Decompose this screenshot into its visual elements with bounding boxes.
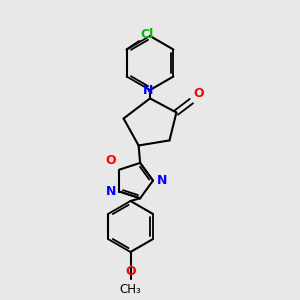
- Text: O: O: [105, 154, 116, 167]
- Text: N: N: [157, 174, 167, 187]
- Text: N: N: [143, 84, 154, 97]
- Text: O: O: [125, 265, 136, 278]
- Text: N: N: [105, 185, 116, 198]
- Text: CH₃: CH₃: [120, 283, 141, 296]
- Text: Cl: Cl: [140, 28, 153, 40]
- Text: O: O: [193, 87, 204, 100]
